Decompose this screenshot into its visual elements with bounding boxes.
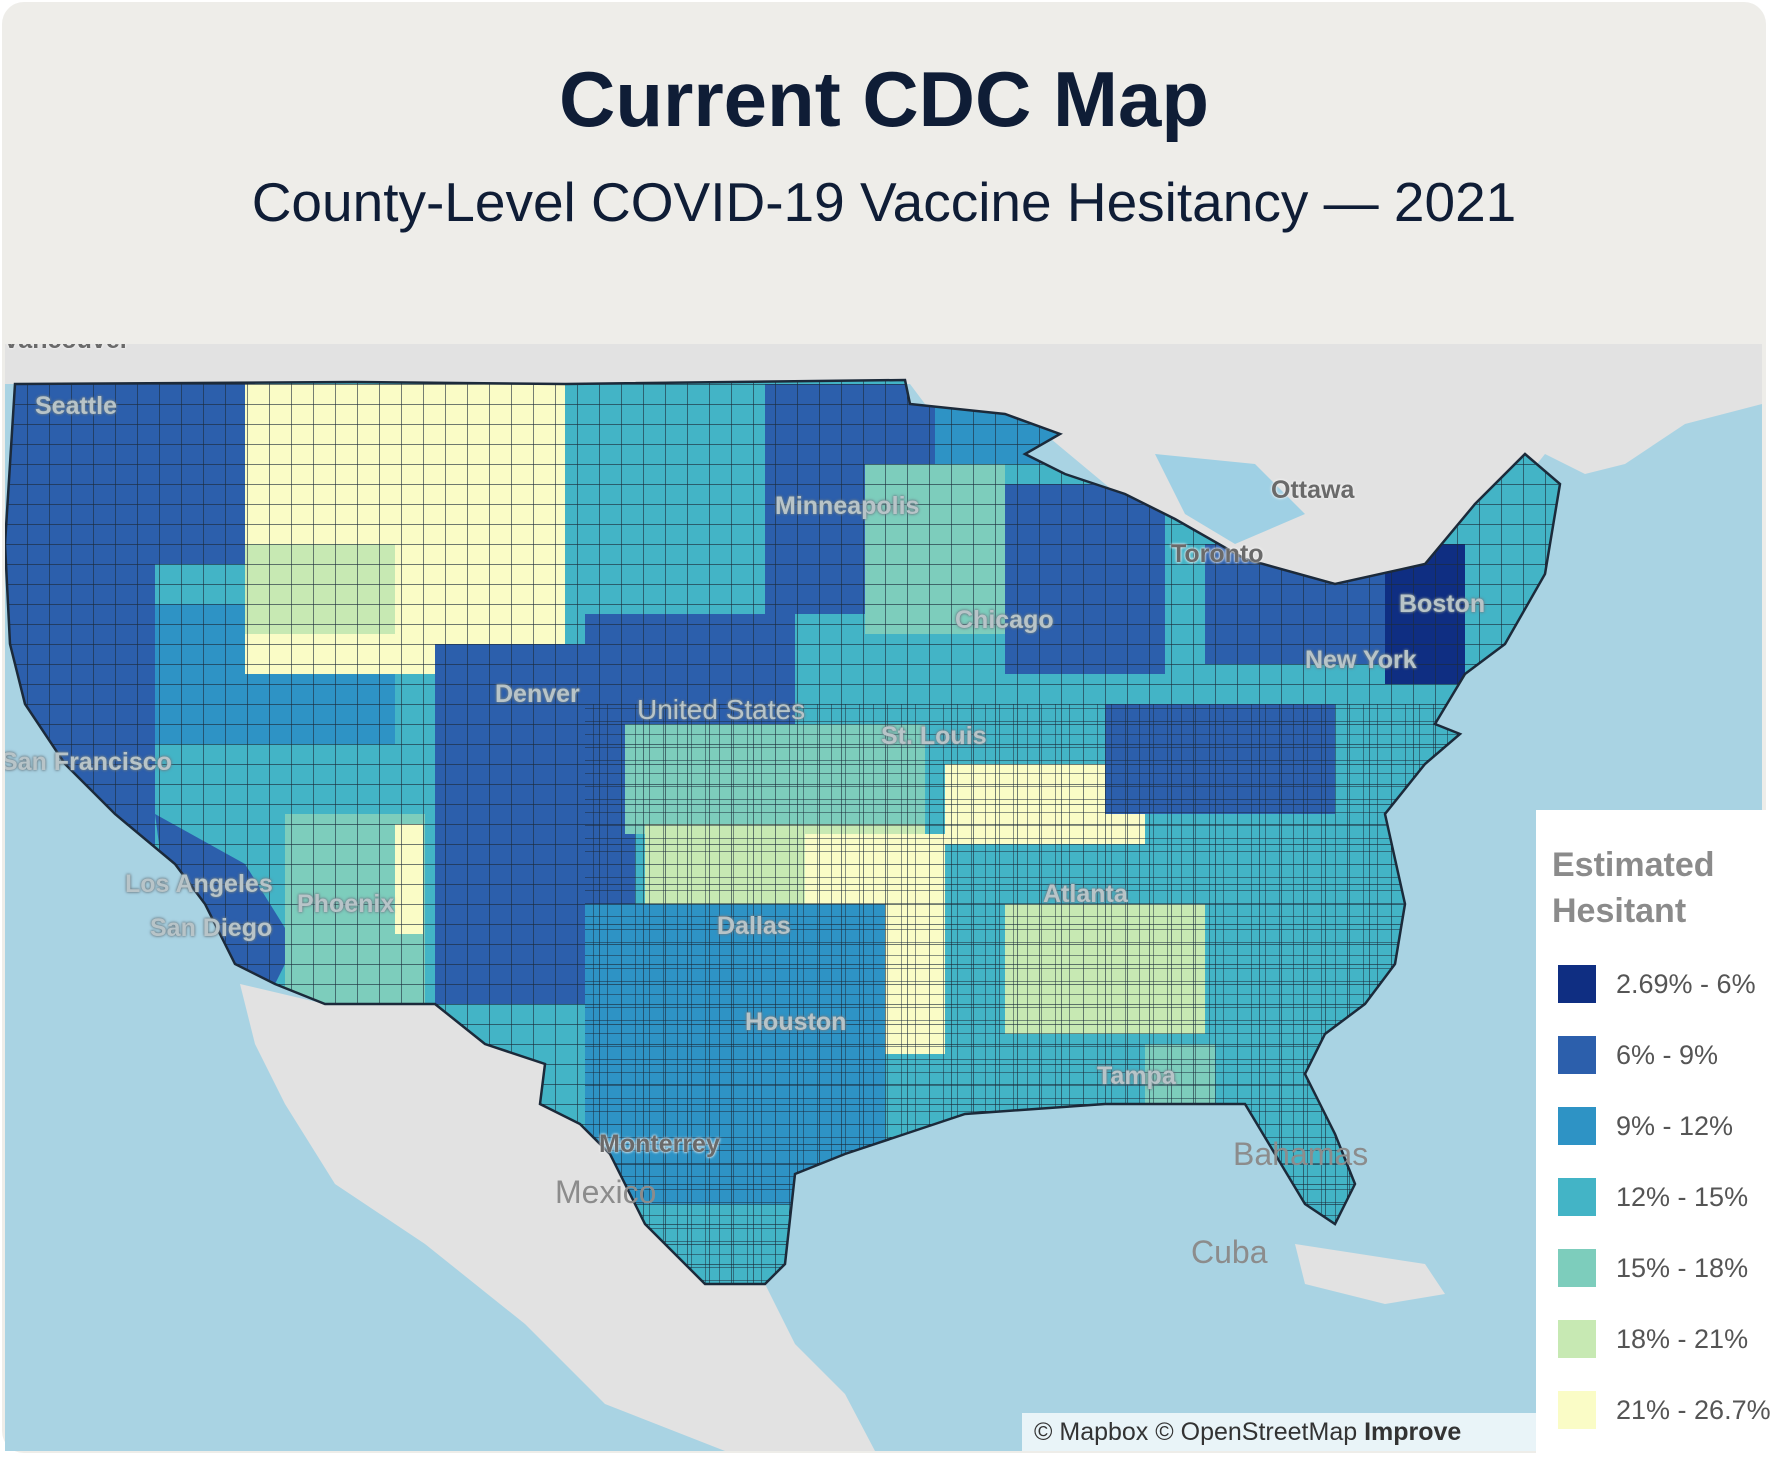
- legend-swatch: [1558, 1107, 1596, 1145]
- map-canvas[interactable]: [5, 344, 1762, 1451]
- legend-swatch: [1558, 1249, 1596, 1287]
- country-label-bahamas: Bahamas: [1233, 1136, 1369, 1172]
- city-label-seattle: Seattle: [35, 392, 117, 420]
- city-label-ottawa: Ottawa: [1271, 476, 1355, 504]
- country-label-cuba: Cuba: [1191, 1234, 1268, 1270]
- city-label-new-york: New York: [1305, 646, 1417, 674]
- canada-landmass: [5, 344, 1762, 594]
- legend-label: 6% - 9%: [1616, 1040, 1719, 1070]
- choropleth-map[interactable]: Vancouver Seattle San Francisco Los Ange…: [5, 344, 1762, 1451]
- cuba-landmass: [1295, 1244, 1445, 1304]
- legend-swatch: [1558, 1391, 1596, 1429]
- city-label-denver: Denver: [495, 680, 580, 708]
- county-grid-east: [585, 704, 1485, 1284]
- legend-swatch: [1558, 1036, 1596, 1074]
- legend-label: 18% - 21%: [1616, 1324, 1749, 1354]
- city-label-los-angeles: Los Angeles: [125, 870, 273, 898]
- legend-label: 9% - 12%: [1616, 1111, 1734, 1141]
- mapbox-attribution-link[interactable]: © Mapbox: [1034, 1418, 1149, 1446]
- legend-title: Estimated Hesitant: [1552, 846, 1715, 930]
- city-label-phoenix: Phoenix: [297, 890, 395, 918]
- legend-swatch: [1558, 965, 1596, 1003]
- city-label-st-louis: St. Louis: [881, 722, 987, 750]
- city-label-san-francisco: San Francisco: [5, 748, 172, 776]
- great-lake: [1155, 454, 1305, 544]
- city-label-dallas: Dallas: [717, 912, 791, 940]
- country-label-united-states: United States: [637, 694, 806, 725]
- legend-label: 2.69% - 6%: [1616, 969, 1756, 999]
- city-label-boston: Boston: [1399, 590, 1486, 618]
- mexico-landmass: [240, 984, 875, 1451]
- city-label-monterrey: Monterrey: [599, 1130, 720, 1158]
- city-label-tampa: Tampa: [1097, 1062, 1176, 1090]
- page-subtitle: County-Level COVID-19 Vaccine Hesitancy …: [251, 171, 1517, 233]
- city-label-houston: Houston: [745, 1008, 847, 1036]
- city-label-chicago: Chicago: [955, 606, 1054, 634]
- legend-label: 21% - 26.7%: [1616, 1395, 1771, 1425]
- improve-map-link[interactable]: Improve: [1364, 1418, 1462, 1446]
- city-label-toronto: Toronto: [1171, 540, 1264, 568]
- page-title: Current CDC Map: [558, 55, 1209, 143]
- us-outline: [5, 378, 1562, 1286]
- osm-attribution-link[interactable]: © OpenStreetMap: [1155, 1418, 1358, 1446]
- map-legend: Estimated Hesitant 2.69% - 6% 6% - 9% 9%…: [1536, 810, 1771, 1453]
- map-attribution: © Mapbox © OpenStreetMap Improve: [1022, 1413, 1542, 1451]
- city-label-vancouver: Vancouver: [5, 344, 129, 355]
- city-label-minneapolis: Minneapolis: [775, 492, 920, 520]
- legend-swatch: [1558, 1320, 1596, 1358]
- city-label-san-diego: San Diego: [150, 914, 273, 942]
- legend-label: 15% - 18%: [1616, 1253, 1749, 1283]
- city-label-atlanta: Atlanta: [1043, 880, 1128, 908]
- country-label-mexico: Mexico: [555, 1174, 657, 1210]
- legend-swatch: [1558, 1178, 1596, 1216]
- legend-label: 12% - 15%: [1616, 1182, 1749, 1212]
